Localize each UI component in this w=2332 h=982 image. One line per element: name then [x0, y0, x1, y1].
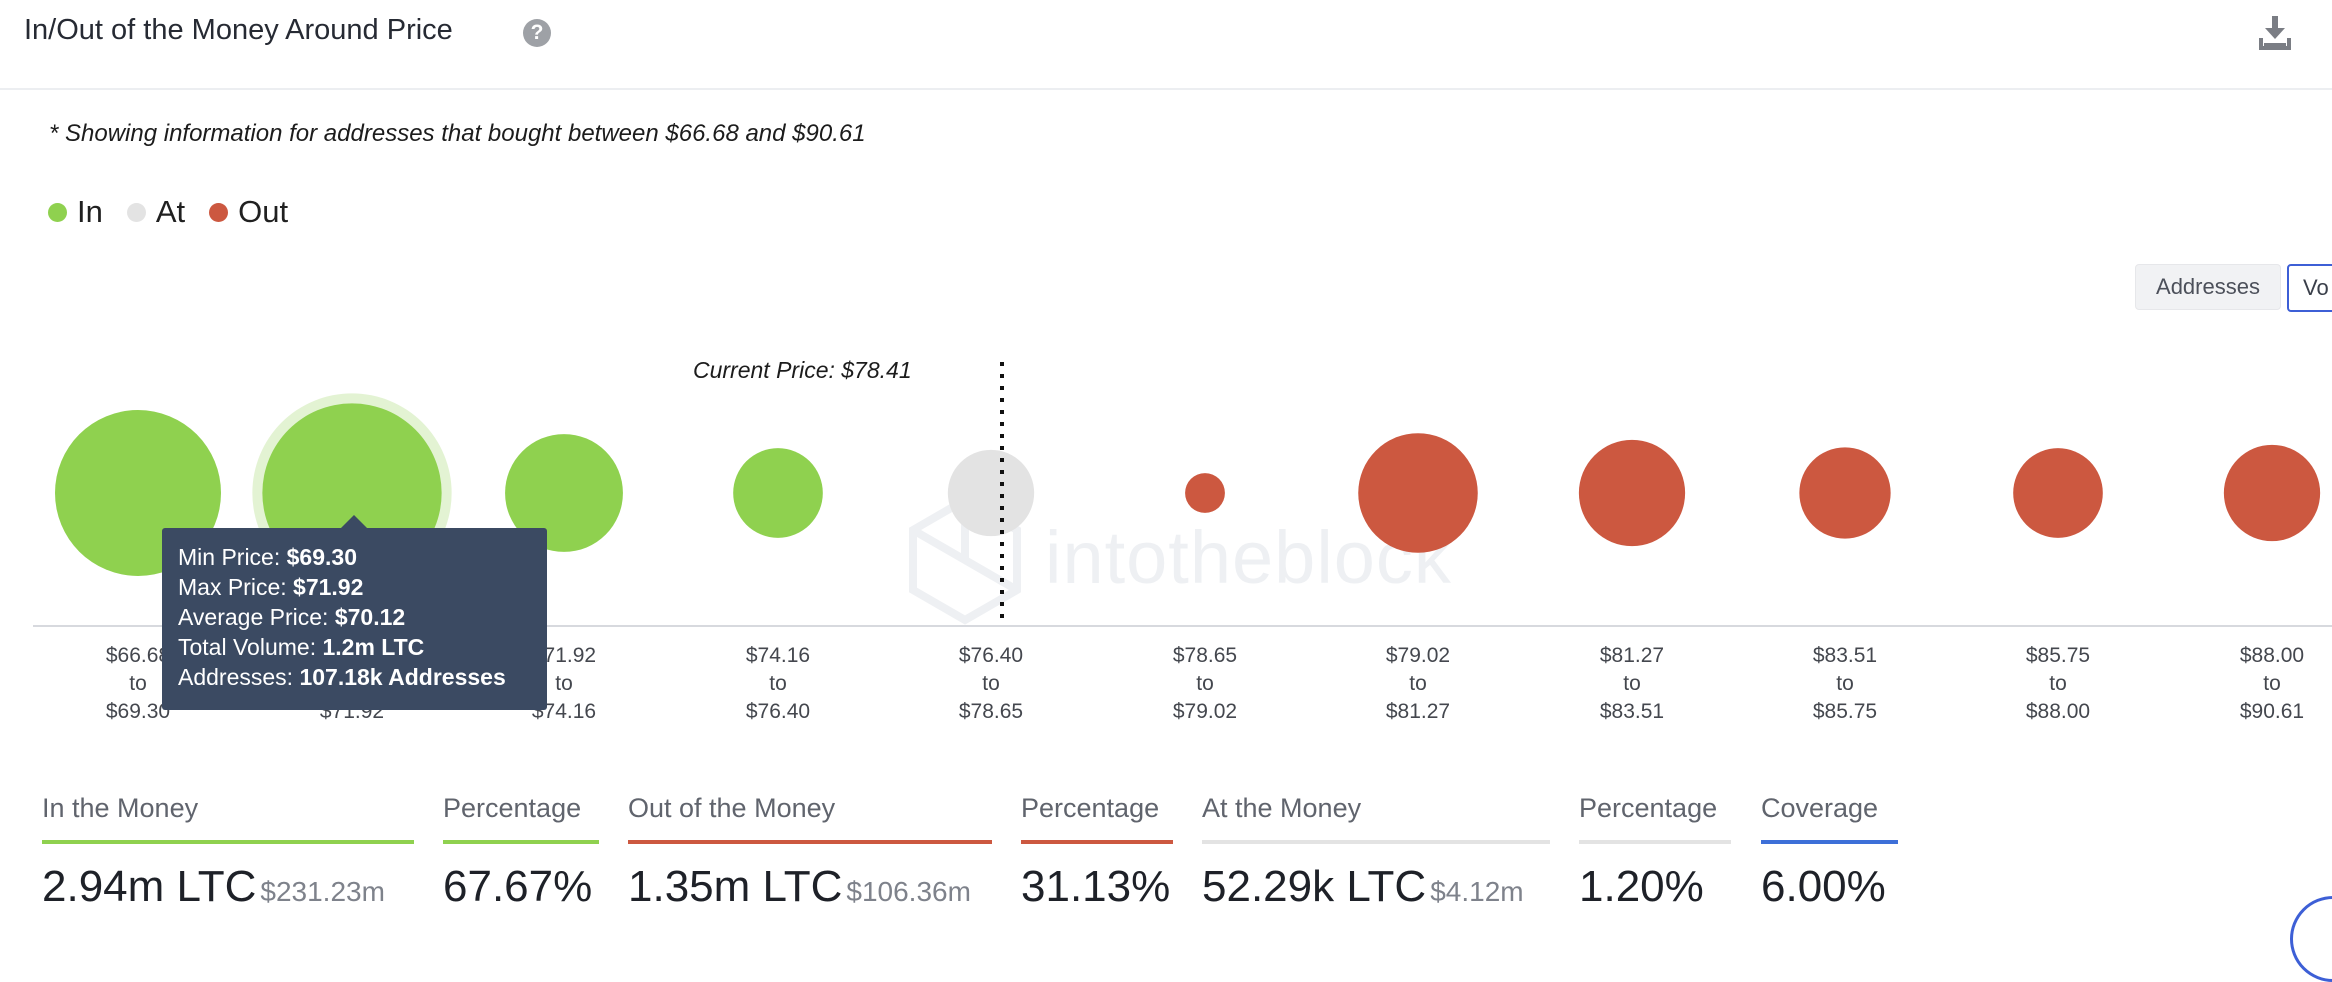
legend-label-out: Out	[238, 194, 289, 229]
bucket-label-line: $74.16	[745, 644, 811, 667]
stat-coverage-value: 6.00%	[1761, 862, 1886, 911]
bubble-out-10[interactable]	[2013, 448, 2103, 538]
tooltip-total-volume: Total Volume: 1.2m LTC	[178, 634, 425, 660]
bucket-label-line: $90.61	[2239, 700, 2305, 723]
toggle-addresses-button[interactable]: Addresses	[2135, 264, 2281, 310]
tooltip-min-price: Min Price: $69.30	[178, 544, 357, 570]
bucket-label-line: $83.51	[1599, 700, 1665, 723]
legend: In At Out	[48, 194, 312, 230]
toggle-volume-button[interactable]: Vo	[2287, 264, 2332, 312]
bucket-label-line: $81.27	[1385, 700, 1451, 723]
stat-out-percentage-label: Percentage	[1021, 793, 1160, 823]
legend-dot-in	[48, 202, 67, 222]
bucket-label-line: to	[769, 672, 787, 695]
stat-at-the-money-label: At the Money	[1202, 793, 1362, 823]
bubble-out-8[interactable]	[1578, 439, 1686, 547]
bucket-label-line: $69.30	[105, 700, 171, 723]
bucket-label-line: to	[2049, 672, 2067, 695]
bucket-label: $79.02 to $81.27	[1338, 642, 1498, 726]
range-note: * Showing information for addresses that…	[49, 120, 866, 147]
stat-out-pct-underline	[1021, 840, 1173, 844]
bubble-in-4[interactable]	[733, 448, 823, 538]
bucket-label-line: to	[1623, 672, 1641, 695]
bucket-label-line: $78.65	[958, 700, 1024, 723]
bubble-tooltip: Min Price: $69.30 Max Price: $71.92 Aver…	[162, 528, 547, 710]
bucket-label: $76.40 to $78.65	[911, 642, 1071, 726]
bubble-out-9[interactable]	[1799, 447, 1891, 539]
bubble-in-3[interactable]	[505, 434, 623, 552]
bucket-label-line: $78.65	[1172, 644, 1238, 667]
stat-out-underline	[628, 840, 992, 844]
bucket-label: $66.68 to $69.30	[58, 642, 218, 726]
stat-out-of-the-money-label: Out of the Money	[628, 793, 836, 823]
bucket-label-line: $83.51	[1812, 644, 1878, 667]
legend-dot-at	[126, 202, 146, 222]
question-circle-icon[interactable]: ?	[523, 19, 551, 47]
bubble-out-7[interactable]	[1358, 433, 1478, 553]
legend-label-in: In	[77, 194, 103, 229]
bucket-label: $85.75 to $88.00	[1978, 642, 2138, 726]
bucket-label-line: $74.16	[531, 700, 597, 723]
chart-baseline	[33, 625, 2332, 627]
bucket-label-line: $81.27	[1599, 644, 1665, 667]
header-divider	[0, 88, 2332, 90]
bucket-label-line: $79.02	[1172, 700, 1238, 723]
bucket-label-line: to	[1196, 672, 1214, 695]
page-title: In/Out of the Money Around Price	[24, 14, 453, 46]
stat-at-the-money-value: 52.29k LTC $4.12m	[1202, 862, 1524, 911]
bucket-label-line: to	[555, 672, 573, 695]
legend-item-in[interactable]: In	[48, 194, 103, 230]
bucket-label-line: to	[1409, 672, 1427, 695]
tooltip-average-price: Average Price: $70.12	[178, 604, 406, 630]
bucket-label: $74.16 to $76.40	[698, 642, 858, 726]
bucket-label-line: to	[2263, 672, 2281, 695]
stat-at-percentage-label: Percentage	[1579, 793, 1718, 823]
bucket-label: $78.65 to $79.02	[1125, 642, 1285, 726]
stat-out-of-the-money-value: 1.35m LTC $106.36m	[628, 862, 971, 911]
stat-in-the-money-value: 2.94m LTC $231.23m	[42, 862, 385, 911]
stat-coverage-label: Coverage	[1761, 793, 1879, 823]
legend-item-at[interactable]: At	[126, 194, 186, 230]
bucket-label-line: $71.92	[531, 644, 597, 667]
stat-in-percentage-value: 67.67%	[443, 862, 593, 911]
bucket-label-line: $88.00	[2239, 644, 2305, 667]
current-price-label: Current Price: $78.41	[693, 357, 912, 383]
chat-widget-button[interactable]	[2290, 896, 2332, 982]
bucket-label-line: $76.40	[958, 644, 1024, 667]
bucket-label-line: $85.75	[2025, 644, 2091, 667]
tooltip-addresses: Addresses: 107.18k Addresses	[178, 664, 506, 690]
bucket-label: $71.92 to $74.16	[484, 642, 644, 726]
bucket-label-line: to	[982, 672, 1000, 695]
stat-coverage-underline	[1761, 840, 1898, 844]
legend-item-out[interactable]: Out	[209, 194, 288, 230]
stat-in-percentage-label: Percentage	[443, 793, 582, 823]
bucket-label-line: to	[129, 672, 147, 695]
stat-at-percentage-value: 1.20%	[1579, 862, 1704, 911]
bucket-label-line: to	[1836, 672, 1854, 695]
stat-in-the-money-label: In the Money	[42, 793, 199, 823]
bucket-label-line: $88.00	[2025, 700, 2091, 723]
legend-label-at: At	[155, 194, 186, 229]
bubble-at-5[interactable]	[947, 449, 1035, 537]
download-icon[interactable]	[2258, 14, 2292, 52]
bucket-label: $88.00 to $90.61	[2192, 642, 2332, 726]
bucket-label-line: $66.68	[105, 644, 171, 667]
bucket-label-line: $79.02	[1385, 644, 1451, 667]
bucket-label-line: $85.75	[1812, 700, 1878, 723]
tooltip-arrow	[341, 515, 367, 528]
bubble-out-6[interactable]	[1185, 473, 1225, 513]
bubble-out-11[interactable]	[2223, 444, 2321, 542]
bucket-label-line: $76.40	[745, 700, 811, 723]
stat-at-underline	[1202, 840, 1550, 844]
tooltip-max-price: Max Price: $71.92	[178, 574, 364, 600]
legend-dot-out	[209, 202, 229, 222]
stat-in-pct-underline	[443, 840, 599, 844]
bucket-label: $83.51 to $85.75	[1765, 642, 1925, 726]
stat-in-underline	[42, 840, 414, 844]
bucket-label: $81.27 to $83.51	[1552, 642, 1712, 726]
stat-out-percentage-value: 31.13%	[1021, 862, 1171, 911]
stat-at-pct-underline	[1579, 840, 1731, 844]
